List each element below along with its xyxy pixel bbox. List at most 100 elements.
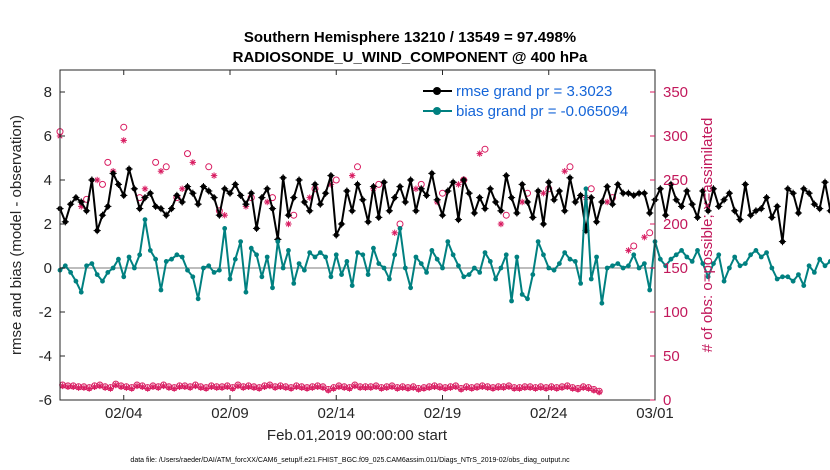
star-stroke (315, 384, 321, 390)
rmse-point (359, 196, 367, 204)
star-stroke (187, 385, 193, 391)
bias-point (386, 276, 392, 282)
rmse-point (656, 185, 664, 193)
legend-bias-marker (433, 107, 441, 115)
rmse-point (507, 194, 516, 202)
rmse-point (778, 238, 787, 246)
star-stroke (511, 385, 517, 392)
rmse-point (481, 205, 489, 213)
bias-point (89, 261, 95, 266)
bias-point (705, 274, 711, 280)
bias-point (408, 285, 414, 291)
rmse-point (146, 189, 154, 197)
rmse-point (454, 216, 463, 224)
star-stroke (94, 177, 100, 183)
star-stroke (458, 386, 464, 393)
star-stroke (455, 181, 462, 187)
obs-count-assimilated-marker (372, 383, 380, 390)
bias-point (525, 296, 530, 302)
rmse-point (215, 211, 223, 219)
star-stroke (580, 385, 586, 391)
bias-point (450, 252, 456, 258)
obs-count-assimilated-marker (186, 384, 194, 391)
star-stroke (413, 186, 419, 192)
rmse-point (88, 176, 96, 184)
y-right-tick-label: 0 (663, 392, 671, 409)
rmse-point (561, 207, 569, 215)
rmse-point (566, 174, 574, 182)
star-stroke (142, 186, 148, 192)
obs-possible-marker (630, 242, 638, 250)
rmse-point (545, 178, 553, 186)
obs-count-assimilated-marker (473, 384, 481, 391)
star-stroke (522, 385, 528, 391)
bias-point (695, 248, 700, 253)
bias-point (732, 254, 738, 260)
x-tick-label: 02/09 (211, 405, 249, 422)
obs-assimilated-marker (641, 234, 648, 241)
star-stroke (102, 385, 108, 391)
bias-point (663, 263, 669, 269)
rmse-point (396, 183, 404, 191)
star-stroke (352, 383, 358, 389)
rmse-point (539, 220, 548, 228)
bias-point (615, 261, 621, 266)
rmse-point (348, 207, 356, 215)
rmse-point (598, 198, 606, 206)
obs-count-assimilated-marker (383, 384, 390, 391)
bias-point (477, 270, 483, 275)
obs-count-assimilated-marker (479, 383, 486, 390)
rmse-point (513, 209, 521, 217)
rmse-point (624, 189, 633, 197)
star-stroke (97, 383, 103, 389)
series-bias-line (59, 187, 830, 305)
rmse-point (762, 194, 771, 202)
bias-point (142, 217, 148, 223)
star-stroke (198, 385, 204, 391)
obs-count-assimilated-marker (144, 385, 151, 392)
bias-point (636, 265, 642, 271)
obs-count-assimilated-marker (596, 388, 603, 396)
obs-possible-marker (354, 163, 361, 171)
obs-possible-marker (332, 176, 340, 184)
star-stroke (230, 385, 236, 392)
bias-point (286, 248, 291, 253)
star-stroke (392, 230, 398, 236)
rmse-point (125, 165, 133, 173)
obs-count-assimilated-marker (128, 385, 135, 392)
bias-point (530, 272, 536, 277)
bias-point (668, 256, 674, 262)
y-left-tick-label: 8 (44, 84, 52, 101)
rmse-point (784, 185, 792, 193)
star-stroke (586, 385, 592, 392)
star-stroke (267, 383, 273, 389)
bias-point (434, 256, 440, 262)
rmse-point (773, 202, 781, 210)
star-stroke (362, 385, 369, 391)
bias-point (243, 289, 249, 295)
star-stroke (113, 382, 119, 388)
star-stroke (336, 384, 342, 390)
rmse-point (428, 169, 436, 177)
obs-count-assimilated-marker (399, 384, 406, 391)
bias-point (594, 254, 599, 260)
star-stroke (389, 384, 395, 390)
bias-point (418, 261, 424, 266)
bias-point (116, 256, 121, 262)
star-stroke (65, 384, 71, 390)
obs-possible-marker (375, 180, 383, 188)
obs-count-assimilated-marker (165, 384, 173, 391)
rmse-point (683, 187, 691, 195)
star-stroke (224, 384, 230, 390)
star-stroke (501, 385, 507, 391)
legend-rmse-marker (433, 87, 441, 95)
bias-point (790, 278, 796, 284)
bias-point (737, 263, 743, 269)
rmse-point (752, 207, 760, 215)
bias-point (583, 186, 589, 192)
y-left-tick-label: -4 (39, 348, 52, 365)
rmse-point (672, 196, 680, 204)
x-tick-label: 02/14 (317, 405, 355, 422)
x-tick-label: 02/04 (105, 405, 143, 422)
star-stroke (81, 385, 87, 391)
